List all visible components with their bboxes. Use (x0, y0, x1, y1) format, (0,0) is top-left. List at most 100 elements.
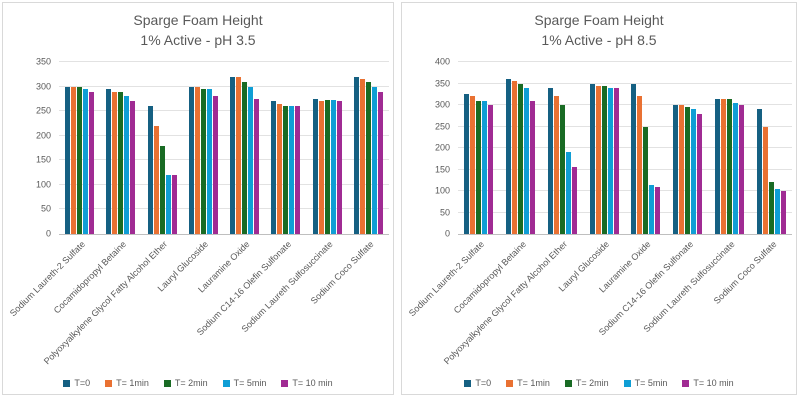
legend-swatch-icon (105, 379, 113, 387)
gridline (458, 211, 792, 213)
gridline (458, 190, 792, 191)
gridline (59, 61, 389, 62)
bar-T=0 (589, 83, 595, 234)
y-axis-tick-label: 50 (439, 207, 450, 217)
bar-cluster (589, 62, 619, 234)
plot-area: 0 50 100 150 200 250 300 350 400 Sodium Laureth-2… (407, 57, 792, 366)
legend-swatch-icon (163, 379, 171, 387)
chart-title-line2: 1% Active - pH 8.5 (541, 32, 657, 48)
bar-cluster (547, 62, 577, 234)
bar-T=10min (377, 91, 383, 234)
bar-T=0 (353, 76, 359, 234)
legend-label: T= 10 min (292, 378, 333, 388)
bar-T=5min (732, 102, 738, 234)
y-axis-tick-label: 0 (444, 228, 450, 239)
bar-T=1min (236, 76, 242, 234)
bar-T=10min (254, 98, 260, 234)
bar-T=1min (277, 103, 283, 234)
legend-swatch-icon (464, 379, 472, 387)
bar-cluster (714, 62, 744, 234)
legend-item: T= 5min (623, 378, 667, 388)
gridline (458, 147, 792, 148)
bar-T=5min (371, 86, 377, 234)
bar-T=1min (679, 105, 685, 234)
y-axis-tick-label: 100 (434, 185, 450, 196)
bar-T=1min (512, 81, 518, 234)
chart-title-line1: Sparge Foam Height (534, 12, 664, 28)
bar-T=1min (112, 91, 118, 234)
y-axis-tick-label: 0 (45, 228, 51, 239)
bar-T=2min (242, 81, 248, 234)
bar-T=10min (488, 105, 494, 234)
bar-cluster (353, 62, 383, 234)
y-axis-tick-label: 200 (35, 130, 51, 141)
bar-T=0 (631, 83, 637, 234)
legend-item: T= 1min (105, 378, 149, 388)
bar-T=10min (655, 186, 661, 234)
bar-T=2min (601, 85, 607, 234)
y-axis-tick-label: 250 (35, 105, 51, 116)
bar-T=10min (697, 113, 703, 234)
gridline (458, 168, 792, 170)
bar-T=5min (124, 96, 130, 234)
bar-T=2min (768, 182, 774, 234)
bar-T=2min (159, 145, 165, 234)
legend-item: T= 2min (564, 378, 609, 388)
bar-T=2min (559, 105, 565, 234)
bar-T=0 (464, 94, 470, 234)
bar-T=10min (130, 101, 136, 234)
plot-area: 0 50 100 150 200 250 300 350 Sodium Laureth-2 Su… (7, 57, 389, 366)
bar-cluster (756, 62, 786, 234)
y-axis-tick-label: 350 (434, 78, 450, 88)
chart-panel-ph-3-5[interactable]: Sparge Foam Height 1% Active - pH 3.5 0 5… (2, 2, 394, 395)
chart-legend: T=0 T= 1min T= 2min T= 5min T= 10 min (402, 378, 796, 388)
bar-T=5min (649, 184, 655, 234)
bar-T=0 (506, 79, 512, 234)
bar-T=0 (147, 106, 153, 234)
bar-T=2min (685, 107, 691, 234)
bar-T=5min (774, 188, 780, 234)
gridline (458, 125, 792, 127)
bar-T=1min (318, 101, 324, 234)
bar-T=10min (571, 167, 577, 234)
bar-cluster (65, 62, 95, 234)
bar-T=2min (518, 83, 524, 234)
bar-T=1min (553, 96, 559, 234)
gridline (458, 104, 792, 105)
chart-title: Sparge Foam Height 1% Active - pH 8.5 (402, 10, 796, 50)
legend-label: T= 10 min (693, 378, 734, 388)
bar-T=1min (153, 125, 159, 234)
bar-T=10min (530, 100, 536, 234)
bar-T=10min (336, 101, 342, 234)
bar-T=5min (165, 175, 171, 234)
bar-T=0 (756, 109, 762, 234)
y-axis-tick-label: 100 (35, 179, 51, 190)
chart-legend: T=0 T= 1min T= 2min T= 5min T= 10 min (3, 378, 393, 388)
legend-item: T=0 (464, 378, 491, 388)
legend-item: T= 10 min (682, 378, 734, 388)
bar-T=10min (295, 106, 301, 234)
legend-label: T=0 (475, 378, 492, 388)
chart-panel-ph-8-5[interactable]: Sparge Foam Height 1% Active - pH 8.5 0 5… (401, 2, 797, 395)
bar-cluster (188, 62, 218, 234)
bar-T=2min (200, 89, 206, 234)
bar-T=2min (365, 81, 371, 234)
legend-label: T=0 (74, 378, 91, 388)
bar-T=10min (89, 91, 95, 234)
bar-cluster (147, 62, 177, 234)
y-axis-tick-label: 300 (434, 99, 450, 110)
bar-cluster (271, 62, 301, 234)
legend-swatch-icon (63, 379, 71, 387)
legend-swatch-icon (623, 379, 631, 387)
bar-T=10min (212, 96, 218, 234)
legend-swatch-icon (682, 379, 690, 387)
bar-cluster (106, 62, 136, 234)
bar-T=1min (194, 86, 200, 234)
gridline (458, 82, 792, 84)
bar-T=1min (470, 96, 476, 234)
bar-T=2min (476, 100, 482, 234)
bar-cluster (230, 62, 260, 234)
bar-T=5min (482, 100, 488, 234)
bar-T=2min (118, 91, 124, 234)
legend-item: T=0 (63, 378, 90, 388)
